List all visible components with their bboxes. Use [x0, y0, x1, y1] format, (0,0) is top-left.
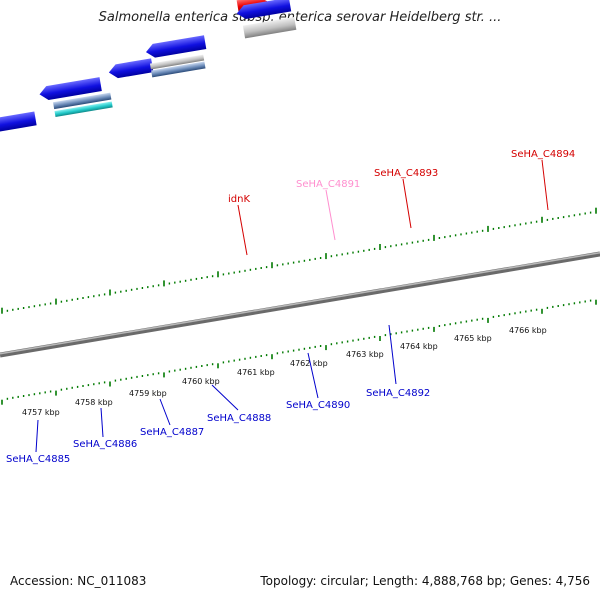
- gene-label[interactable]: SeHA_C4886: [73, 439, 137, 450]
- gene-feature[interactable]: [149, 54, 205, 70]
- gene-label[interactable]: SeHA_C4888: [207, 413, 271, 424]
- backbone-highlight: [0, 251, 600, 355]
- label-leader: [541, 159, 549, 211]
- ruler-label: 4759 kbp: [129, 389, 167, 398]
- ruler-label: 4757 kbp: [22, 408, 60, 417]
- gene-label[interactable]: SeHA_C4885: [6, 454, 70, 465]
- gene-label[interactable]: SeHA_C4894: [511, 149, 575, 160]
- label-leader: [237, 204, 248, 256]
- ruler-label: 4758 kbp: [75, 398, 113, 407]
- gene-feature[interactable]: [242, 16, 297, 39]
- gene-feature[interactable]: [38, 77, 102, 101]
- gene-label[interactable]: SeHA_C4887: [140, 427, 204, 438]
- gene-feature[interactable]: [54, 101, 113, 118]
- label-leader: [325, 189, 336, 241]
- ruler-label: 4763 kbp: [346, 350, 384, 359]
- label-leader: [35, 419, 39, 453]
- ruler-label: 4764 kbp: [400, 342, 438, 351]
- tick-marks: [1, 207, 597, 405]
- ruler-label: 4762 kbp: [290, 359, 328, 368]
- label-leader: [159, 398, 171, 426]
- gene-label[interactable]: SeHA_C4891: [296, 179, 360, 190]
- topology-info: Topology: circular; Length: 4,888,768 bp…: [260, 574, 590, 588]
- ruler-label: 4761 kbp: [237, 368, 275, 377]
- ruler-label: 4765 kbp: [454, 334, 492, 343]
- gene-label[interactable]: SeHA_C4892: [366, 388, 430, 399]
- gene-feature[interactable]: [53, 92, 112, 110]
- gene-label[interactable]: SeHA_C4890: [286, 400, 350, 411]
- label-leader: [307, 352, 319, 399]
- label-leader: [100, 407, 104, 438]
- genome-title: Salmonella enterica subsp. enterica sero…: [98, 10, 502, 25]
- label-leader: [388, 324, 397, 385]
- ruler-label: 4766 kbp: [509, 326, 547, 335]
- accession-info: Accession: NC_011083: [10, 574, 147, 588]
- gene-feature[interactable]: [236, 0, 292, 20]
- gene-feature[interactable]: [145, 35, 207, 59]
- ruler-label: 4760 kbp: [182, 377, 220, 386]
- reverse-strand: [0, 0, 297, 133]
- gene-label[interactable]: SeHA_C4893: [374, 168, 438, 179]
- gene-label[interactable]: idnK: [228, 194, 250, 205]
- backbone-line: [0, 251, 600, 358]
- label-leader: [211, 384, 239, 411]
- gene-feature[interactable]: [151, 61, 206, 78]
- gene-feature[interactable]: [0, 111, 37, 133]
- label-leader: [402, 178, 412, 229]
- gene-feature[interactable]: [108, 58, 154, 79]
